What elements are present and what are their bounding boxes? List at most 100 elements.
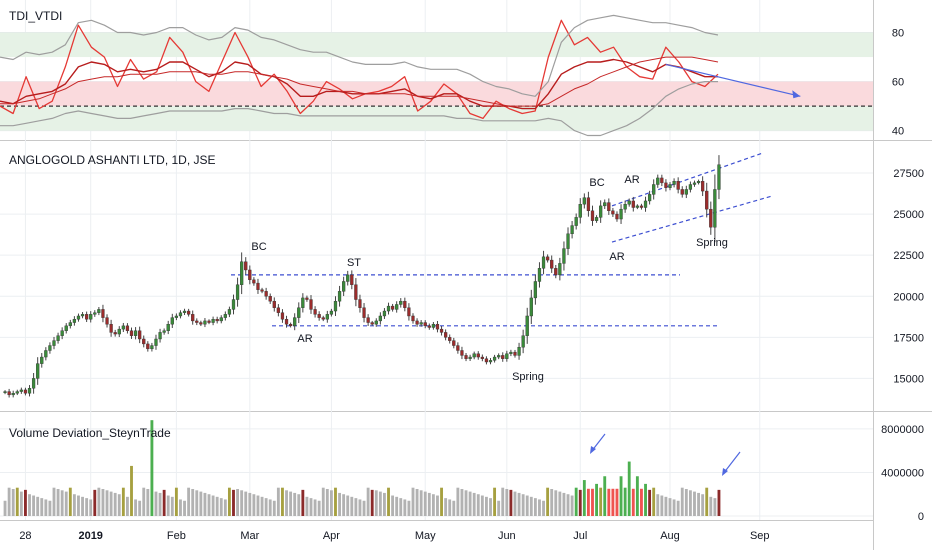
tdi-tick-label: 40 bbox=[892, 126, 904, 138]
volume-bar bbox=[81, 496, 84, 516]
channel-upper-line bbox=[611, 152, 763, 207]
candle-down bbox=[631, 200, 635, 208]
candle-up bbox=[219, 317, 223, 322]
volume-bar bbox=[472, 492, 476, 516]
volume-bar bbox=[456, 487, 460, 516]
volume-bar bbox=[272, 500, 276, 516]
volume-bar bbox=[28, 494, 31, 516]
volume-bar bbox=[387, 487, 390, 516]
candle-up bbox=[223, 314, 227, 318]
candle-up bbox=[80, 314, 85, 317]
volume-bar bbox=[631, 488, 635, 516]
volume-bar bbox=[44, 499, 48, 516]
tdi-pane-title: TDI_VTDI bbox=[9, 9, 62, 23]
volume-bar bbox=[591, 488, 594, 516]
candle-up bbox=[652, 184, 656, 195]
candle-up bbox=[297, 307, 301, 318]
volume-bar bbox=[248, 492, 252, 516]
volume-bar bbox=[207, 494, 211, 516]
candle-down bbox=[545, 256, 550, 261]
volume-bar bbox=[595, 483, 599, 516]
volume-bar bbox=[550, 488, 554, 516]
candle-up bbox=[647, 194, 652, 202]
candle-down bbox=[215, 319, 219, 322]
candle-down bbox=[276, 307, 280, 313]
candle-down bbox=[284, 319, 289, 325]
annotation-label: AR bbox=[624, 174, 639, 186]
volume-tick-label: 8000000 bbox=[881, 424, 924, 436]
volume-bar bbox=[68, 487, 72, 516]
candle-up bbox=[337, 291, 342, 302]
date-label: Apr bbox=[323, 530, 340, 542]
candle-down bbox=[125, 325, 130, 331]
candle-up bbox=[529, 297, 533, 317]
volume-bar bbox=[517, 492, 521, 516]
candle-up bbox=[713, 189, 717, 228]
candle-up bbox=[574, 217, 578, 226]
candle-up bbox=[211, 319, 215, 323]
volume-bar bbox=[285, 490, 288, 516]
volume-bar bbox=[693, 491, 696, 516]
volume-bar bbox=[619, 476, 623, 516]
candle-down bbox=[264, 291, 268, 297]
volume-bar bbox=[403, 499, 407, 516]
volume-bar bbox=[338, 492, 341, 516]
candle-down bbox=[664, 182, 668, 188]
candle-down bbox=[484, 358, 489, 363]
candle-down bbox=[680, 189, 684, 195]
candle-down bbox=[313, 309, 317, 315]
candle-down bbox=[701, 181, 705, 192]
volume-bar bbox=[660, 495, 664, 516]
volume-bar bbox=[611, 488, 615, 516]
volume-bar bbox=[7, 487, 11, 516]
tdi-middle-line bbox=[0, 56, 719, 107]
volume-bar bbox=[566, 494, 570, 516]
volume-bar bbox=[362, 500, 366, 516]
candle-up bbox=[293, 317, 297, 327]
candle-down bbox=[456, 345, 460, 351]
candle-up bbox=[121, 325, 125, 330]
volume-bar bbox=[342, 494, 346, 516]
candle-up bbox=[52, 340, 56, 346]
price-tick-label: 22500 bbox=[893, 250, 924, 262]
price-tick-label: 17500 bbox=[893, 332, 924, 344]
volume-bar bbox=[334, 487, 337, 516]
volume-bar bbox=[187, 487, 191, 516]
candle-down bbox=[590, 210, 595, 221]
volume-bar bbox=[697, 492, 700, 516]
volume-bar bbox=[644, 483, 647, 516]
volume-bar bbox=[240, 490, 244, 516]
volume-bar bbox=[648, 489, 652, 516]
candle-up bbox=[158, 332, 162, 340]
date-label: Jun bbox=[498, 530, 516, 542]
volume-bar bbox=[85, 498, 89, 516]
volume-bar bbox=[709, 496, 713, 516]
volume-bar bbox=[684, 488, 688, 516]
price-tick-label: 15000 bbox=[893, 373, 924, 385]
volume-bar bbox=[64, 491, 68, 516]
volume-bar bbox=[199, 491, 203, 516]
candle-up bbox=[72, 319, 77, 323]
volume-bar bbox=[329, 490, 333, 516]
candle-up bbox=[688, 184, 693, 190]
volume-tick-label: 4000000 bbox=[881, 467, 924, 479]
tdi-tick-label: 60 bbox=[892, 77, 904, 89]
candle-down bbox=[639, 205, 644, 208]
candle-up bbox=[374, 320, 378, 325]
volume-bar bbox=[505, 488, 509, 516]
candle-up bbox=[623, 204, 627, 210]
date-label: Sep bbox=[750, 530, 770, 542]
volume-bar bbox=[142, 487, 146, 516]
candle-down bbox=[256, 282, 260, 290]
volume-bar bbox=[138, 500, 142, 516]
volume-bar bbox=[419, 490, 423, 516]
volume-bar bbox=[468, 491, 472, 516]
volume-bar bbox=[305, 496, 309, 516]
volume-bar bbox=[166, 495, 170, 516]
volume-bar bbox=[440, 487, 443, 516]
candle-up bbox=[56, 335, 60, 341]
candle-down bbox=[109, 323, 113, 333]
candle-up bbox=[566, 233, 570, 249]
volume-bar bbox=[105, 490, 109, 516]
annotation-label: Spring bbox=[512, 371, 544, 383]
